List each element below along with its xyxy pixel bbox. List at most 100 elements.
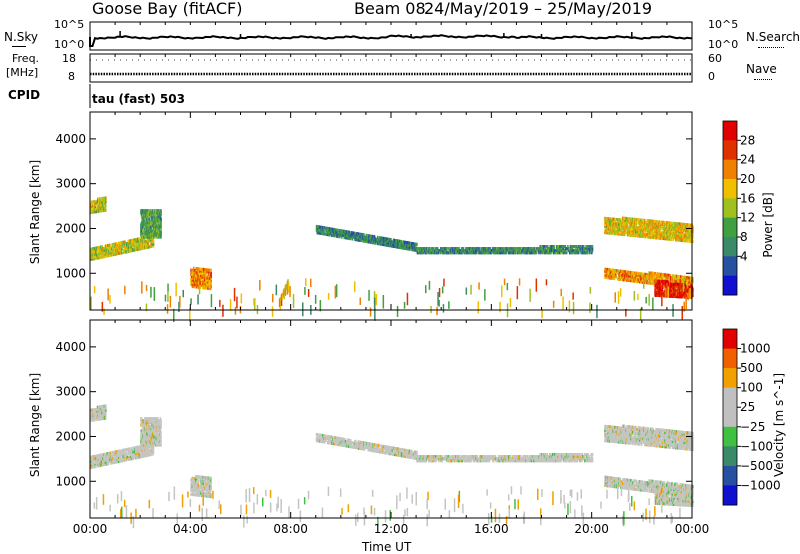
power-cell <box>395 241 398 245</box>
nave-label: Nave <box>746 62 777 76</box>
velocity-cell <box>102 455 105 459</box>
power-cell <box>611 219 613 223</box>
power-cell <box>453 251 456 255</box>
power-cell <box>129 241 131 245</box>
power-cell <box>205 274 207 278</box>
power-cell <box>649 225 651 229</box>
power-cell <box>142 244 145 248</box>
velocity-cell <box>108 451 110 455</box>
date-range: 24/May/2019 – 25/May/2019 <box>424 0 653 18</box>
power-cell <box>153 229 156 233</box>
power-cell <box>96 207 99 211</box>
power-cell <box>543 245 546 249</box>
power-cell <box>377 241 379 246</box>
velocity-cell <box>152 433 155 437</box>
power-cell <box>394 241 397 245</box>
power-cell <box>341 235 343 239</box>
power-near-echo <box>189 307 191 322</box>
power-cell <box>335 232 337 236</box>
power-cell <box>686 223 689 227</box>
power-cell <box>102 251 104 255</box>
power-cell <box>197 273 200 277</box>
power-cell <box>103 248 106 252</box>
power-cell <box>133 238 136 242</box>
power-cell <box>192 270 194 274</box>
power-cell <box>589 251 591 255</box>
power-cell <box>609 276 612 280</box>
power-cell <box>128 249 131 253</box>
power-cell <box>553 247 555 251</box>
power-cell <box>618 222 620 226</box>
power-cell <box>349 235 352 239</box>
power-cell <box>95 209 98 214</box>
power-cell <box>644 235 647 239</box>
power-cell <box>152 240 155 244</box>
power-cell <box>455 251 458 255</box>
power-cell <box>654 272 657 276</box>
power-cell <box>638 218 640 222</box>
power-cell <box>659 226 661 230</box>
velocity-cell <box>148 419 151 423</box>
power-cell <box>604 216 606 220</box>
power-cell <box>487 249 490 253</box>
power-cell <box>417 247 419 251</box>
power-cell <box>501 247 504 251</box>
power-cell <box>656 289 659 293</box>
power-cell <box>572 249 574 253</box>
power-cell <box>325 228 328 232</box>
power-cell <box>133 242 135 246</box>
freq-tick-top: 18 <box>62 52 76 65</box>
power-cell <box>624 278 626 282</box>
power-cell <box>157 209 160 213</box>
power-cell <box>153 227 156 231</box>
power-cell <box>404 242 406 246</box>
power-cell <box>613 229 616 234</box>
power-near-echo <box>145 284 148 292</box>
power-cell <box>99 247 102 251</box>
power-near-echo <box>645 296 647 304</box>
power-cell <box>692 229 694 233</box>
power-near-echo <box>179 295 181 308</box>
power-frame <box>89 111 693 311</box>
power-cell <box>655 287 657 291</box>
power-cell <box>669 274 671 278</box>
power-cell <box>604 267 607 271</box>
velocity-cell <box>150 435 153 439</box>
power-cell <box>146 215 149 219</box>
power-cell <box>191 270 193 274</box>
power-cell <box>615 222 618 226</box>
power-cell <box>334 228 337 232</box>
power-cell <box>210 276 212 281</box>
power-cell <box>103 198 106 202</box>
power-cell <box>95 248 98 252</box>
power-cell <box>513 249 516 253</box>
power-cell <box>670 229 673 233</box>
power-cell <box>692 287 694 291</box>
velocity-cell <box>143 435 145 439</box>
power-cell <box>579 247 582 251</box>
power-cell <box>94 200 97 204</box>
power-cell <box>466 249 468 253</box>
velocity-cell <box>145 445 148 449</box>
power-cell <box>659 230 662 234</box>
power-cell <box>363 233 365 237</box>
power-near-echo <box>150 286 152 298</box>
power-cell <box>635 220 638 224</box>
power-cell <box>366 236 369 240</box>
power-cell <box>620 230 622 234</box>
power-cell <box>153 231 155 235</box>
power-cell <box>205 280 207 284</box>
power-cell <box>681 293 684 297</box>
power-cell <box>131 240 134 244</box>
velocity-cell <box>95 418 97 422</box>
power-cell <box>346 236 348 240</box>
power-cell <box>466 251 468 255</box>
power-near-echo <box>169 295 172 308</box>
power-cell <box>668 294 670 298</box>
power-cell <box>611 276 613 280</box>
power-cell <box>428 247 431 251</box>
power-cell <box>514 251 517 255</box>
power-cell <box>489 249 492 253</box>
velocity-cell <box>142 427 145 431</box>
velocity-cell <box>93 416 96 420</box>
